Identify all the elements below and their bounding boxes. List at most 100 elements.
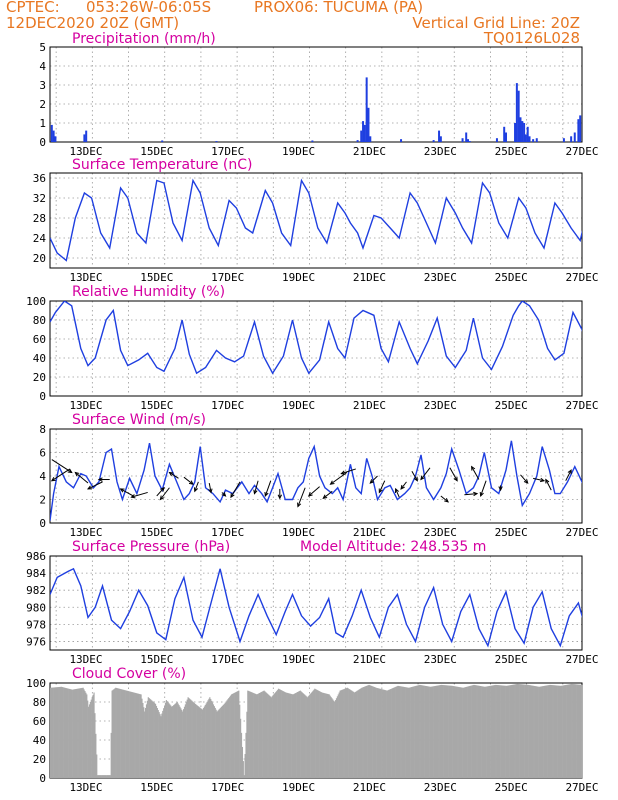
wind-arrow — [297, 487, 306, 508]
cloud-bar — [468, 686, 471, 778]
wind-xtick-label: 15DEC — [140, 526, 173, 539]
cloud-bar — [429, 686, 431, 778]
cloud-bar — [511, 684, 513, 778]
wind-arrow — [307, 486, 320, 497]
cloud-ytick-label: 20 — [33, 753, 46, 766]
cloud-bar — [514, 684, 516, 778]
rh-ytick-label: 0 — [39, 390, 46, 403]
wind-series-line — [50, 440, 582, 521]
cloud-bar — [373, 686, 375, 778]
cloud-bar — [465, 687, 467, 778]
cloud-bar — [326, 693, 329, 778]
wind-arrow — [264, 480, 272, 498]
cloud-plot-area: 13DEC 15DEC 17DEC 19DEC 21DEC 23DEC 25DEC 27DEC… — [26, 677, 598, 794]
cloud-bar — [79, 688, 82, 778]
cloud-bar — [252, 692, 254, 778]
cloud-bar — [548, 685, 550, 778]
cloud-bar — [155, 705, 158, 778]
cloud-bar — [91, 697, 93, 778]
cloud-bar — [537, 686, 539, 778]
cloud-bar — [245, 732, 247, 778]
cloud-bar — [571, 683, 573, 778]
cloud-bar — [230, 695, 232, 778]
cloud-bar — [261, 691, 263, 778]
cloud-bar — [321, 692, 323, 778]
cloud-bar — [544, 685, 547, 778]
cloud-bar — [140, 694, 142, 778]
precip-bar — [532, 139, 535, 142]
cloud-bar — [580, 684, 582, 778]
cloud-bar — [562, 685, 564, 778]
cloud-bar — [436, 685, 438, 778]
cloud-bar — [570, 684, 572, 778]
cloud-bar — [156, 708, 158, 778]
cloud-bar — [338, 692, 340, 778]
cloud-bar — [153, 702, 155, 778]
cloud-bar — [453, 686, 455, 778]
cloud-bar — [62, 687, 64, 778]
cloud-bar — [117, 688, 120, 778]
cloud-bar — [58, 687, 60, 778]
temp-xtick-label: 23DEC — [424, 271, 457, 284]
cloud-bar — [391, 688, 393, 778]
cloud-bar — [320, 692, 322, 778]
cloud-bar — [402, 686, 405, 778]
cloud-bar — [476, 685, 478, 778]
wind-arrow — [86, 481, 103, 490]
cloud-bar — [385, 690, 387, 778]
cloud-bar — [325, 693, 327, 778]
cloud-bar — [178, 705, 180, 778]
cloud-bar — [80, 688, 82, 778]
cloud-bar — [205, 703, 207, 778]
cloud-bar — [182, 711, 184, 778]
cloud-bar — [410, 687, 412, 778]
temperature-panel: Surface Temperature (nC) 13DEC 15DEC 17DEC… — [33, 157, 599, 284]
cloud-bar — [88, 706, 90, 778]
cloud-bar — [393, 687, 396, 778]
cloud-bar — [416, 685, 418, 778]
cloud-bar — [132, 692, 134, 778]
cloud-bar — [572, 684, 574, 778]
cloud-bar — [316, 690, 319, 778]
cloud-bar — [287, 693, 290, 778]
cloud-bar — [318, 691, 320, 778]
cloud-bar — [578, 684, 580, 778]
cloud-bar — [372, 686, 374, 778]
precip-bar — [367, 107, 370, 142]
precip-bar — [467, 139, 469, 142]
cloud-ytick-label: 40 — [33, 734, 46, 747]
cloud-bar — [354, 691, 357, 778]
cloud-bar — [53, 687, 55, 778]
cloud-bar — [137, 693, 139, 778]
cloud-bar — [448, 685, 450, 778]
rh-xtick-label: 19DEC — [282, 399, 315, 412]
cloud-bar — [540, 686, 542, 778]
cloud-bar — [175, 702, 177, 778]
cloud-bar — [408, 687, 410, 778]
cloud-bar — [494, 685, 496, 778]
temp-xtick-label: 13DEC — [69, 271, 102, 284]
cloud-bar — [267, 693, 269, 778]
cloud-bar — [458, 687, 461, 778]
pressure-xtick-label: 19DEC — [282, 653, 315, 666]
cloud-ytick-label: 100 — [26, 677, 46, 690]
precip-bar — [365, 77, 368, 142]
precip-bar — [461, 138, 464, 142]
cloud-bar — [445, 685, 447, 778]
cloud-bar — [238, 690, 240, 778]
cloud-bar — [325, 693, 328, 778]
cloud-bar — [65, 687, 67, 778]
cloud-bar — [247, 690, 249, 778]
cloud-bar — [450, 685, 453, 778]
rh-xtick-label: 21DEC — [353, 399, 386, 412]
cloud-bar — [399, 686, 401, 778]
cloud-bar — [574, 684, 576, 778]
wind-plot-area: 13DEC 15DEC 17DEC 19DEC 21DEC 23DEC 25DEC 27DEC… — [39, 423, 598, 539]
cloud-bar — [255, 694, 257, 778]
cloud-bar — [297, 691, 300, 778]
cloud-bar — [228, 697, 230, 778]
cloud-bar — [479, 686, 481, 778]
cloud-bar — [463, 687, 465, 778]
wind-arrow — [277, 488, 282, 500]
cloud-bar — [334, 702, 336, 778]
